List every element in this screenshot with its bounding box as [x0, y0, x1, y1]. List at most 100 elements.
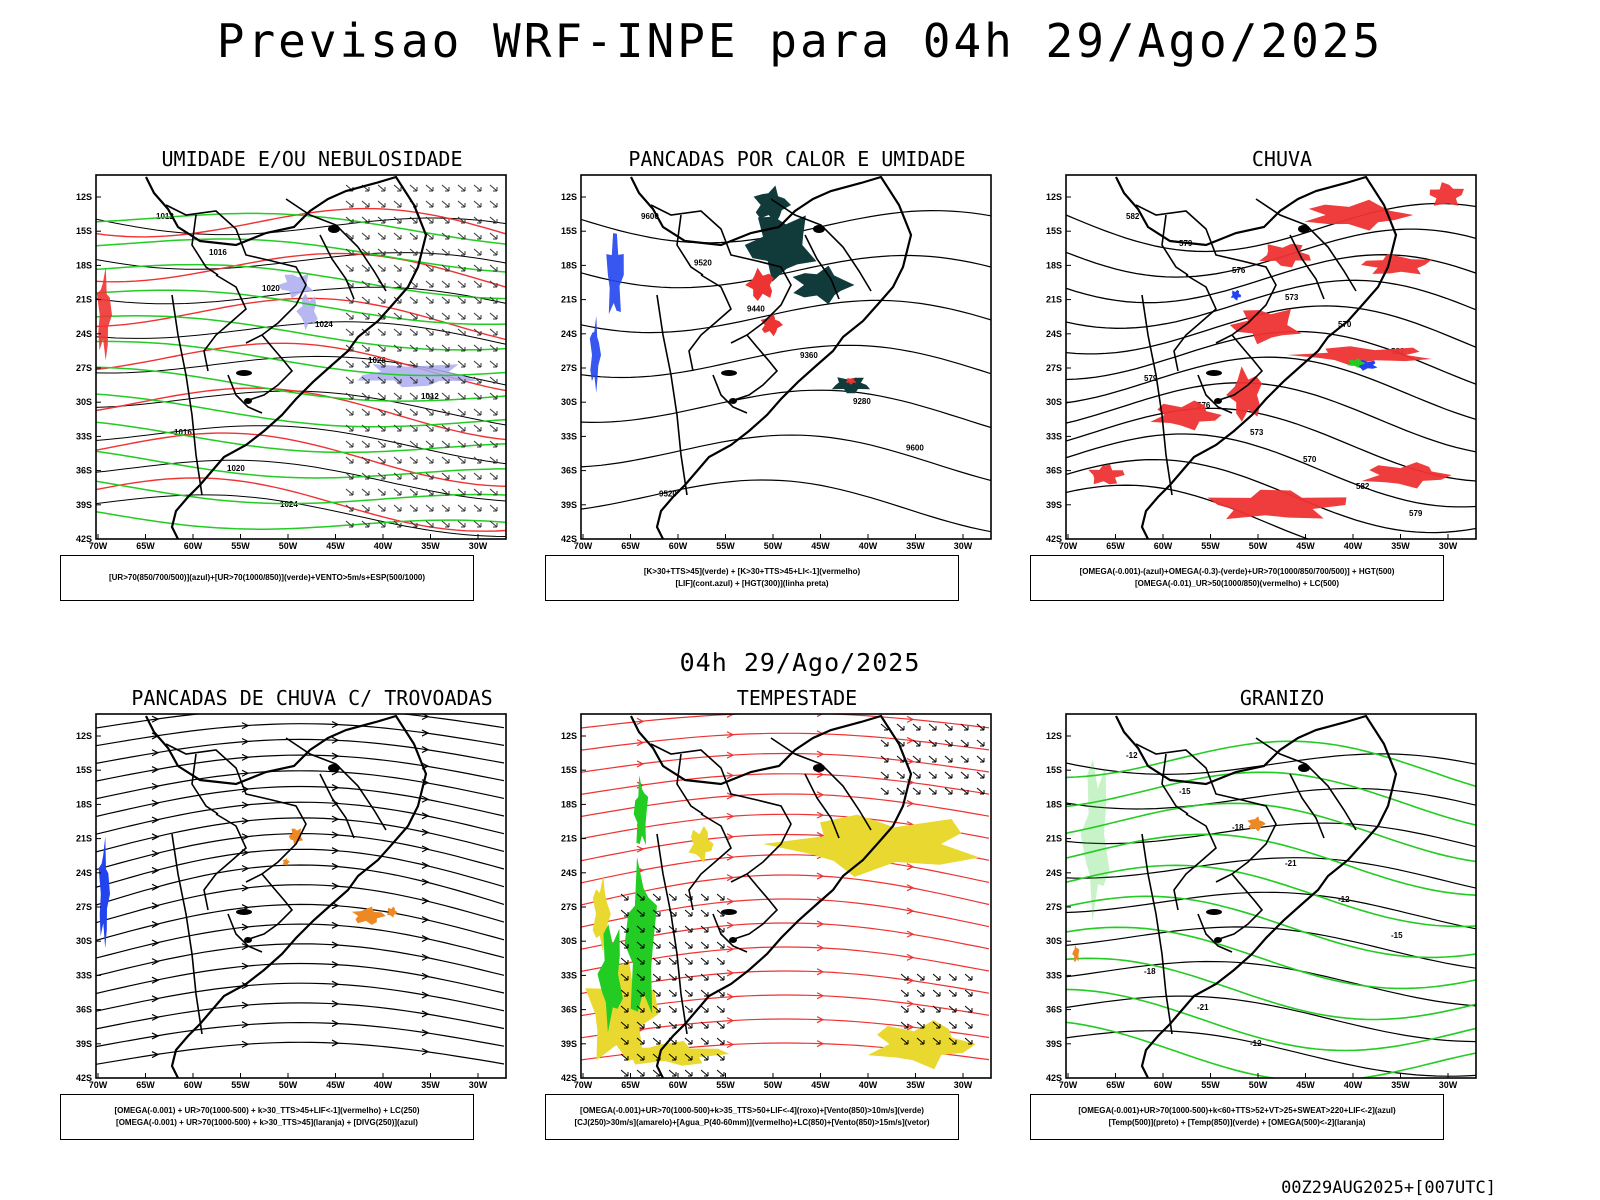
border-line	[1215, 334, 1264, 402]
wind-vector	[652, 1037, 661, 1045]
shaded-area	[1304, 199, 1414, 231]
wind-vector	[716, 1069, 725, 1077]
wind-vector	[700, 1021, 709, 1029]
wind-vector	[620, 973, 629, 981]
streamline-arrow	[331, 1019, 340, 1027]
wind-vector	[345, 424, 354, 432]
streamline	[96, 923, 505, 959]
wind-vector	[489, 392, 498, 400]
lat-label: 15S	[1046, 765, 1062, 775]
contour-line	[1066, 433, 1476, 508]
wind-vector	[345, 296, 354, 304]
wind-vector	[489, 264, 498, 272]
streamline-arrow	[906, 953, 915, 961]
lon-label: 45W	[1296, 541, 1315, 551]
streamline-arrow	[331, 720, 340, 729]
wind-vector	[916, 1021, 925, 1029]
wind-vector	[700, 973, 709, 981]
wind-vector	[361, 488, 370, 496]
contour-label: 9280	[853, 397, 871, 406]
streamline-arrow	[151, 833, 160, 841]
streamline-arrow	[151, 976, 160, 984]
map-layers: -12 -15 -18 -21 -12 -15 -18 -21 -12	[1066, 714, 1476, 1078]
wind-vector	[409, 328, 418, 336]
wind-vector	[457, 424, 466, 432]
wind-vector	[620, 925, 629, 933]
wind-vector	[441, 216, 450, 224]
wind-vector	[716, 957, 725, 965]
border-line	[712, 913, 748, 953]
wind-vector	[473, 504, 482, 512]
lon-label: 35W	[906, 1080, 925, 1090]
wind-vector	[345, 328, 354, 336]
lat-label: 18S	[561, 260, 577, 270]
border-line	[245, 334, 294, 402]
contour-line	[96, 459, 506, 502]
wind-vector	[425, 472, 434, 480]
lat-label: 18S	[76, 260, 92, 270]
wind-vector	[409, 344, 418, 352]
wind-vector	[964, 973, 973, 981]
wind-vector	[377, 408, 386, 416]
streamline-arrow	[151, 799, 160, 807]
wind-vector	[900, 989, 909, 997]
wind-vector	[700, 989, 709, 997]
lon-label: 70W	[1059, 541, 1078, 551]
lat-label: 36S	[76, 466, 92, 476]
wind-vector	[457, 184, 466, 192]
wind-vector	[489, 216, 498, 224]
wind-vector	[361, 216, 370, 224]
streamline-arrow	[636, 717, 645, 725]
streamline-arrow	[636, 845, 645, 853]
contour-label: 1024	[280, 500, 298, 509]
contour-line	[1066, 740, 1476, 788]
lon-label: 55W	[231, 541, 250, 551]
streamline-arrow	[151, 766, 160, 774]
wind-vector	[345, 264, 354, 272]
map-frame	[95, 174, 507, 540]
shaded-area	[288, 828, 304, 846]
wind-vector	[636, 1053, 645, 1061]
wind-vector	[409, 248, 418, 256]
wind-vector	[932, 1037, 941, 1045]
wind-vector	[716, 1021, 725, 1029]
wind-vector	[473, 424, 482, 432]
streamline-arrow	[421, 935, 430, 943]
lat-label: 12S	[561, 192, 577, 202]
wind-vector	[880, 739, 889, 747]
lon-label: 60W	[184, 541, 203, 551]
wind-vector	[636, 973, 645, 981]
wind-vector	[441, 232, 450, 240]
wind-vector	[932, 1021, 941, 1029]
wind-vector	[976, 787, 985, 795]
streamline-arrow	[331, 980, 340, 988]
lat-label: 24S	[1046, 329, 1062, 339]
contour-label: -21	[1197, 1003, 1209, 1012]
wind-vector	[377, 248, 386, 256]
wind-vector	[441, 440, 450, 448]
lake	[1206, 909, 1222, 915]
streamline-arrow	[816, 791, 825, 799]
panel-chuva: CHUVA 5825795765735705825795765735705825…	[1030, 147, 1532, 627]
wind-vector	[345, 472, 354, 480]
lon-label: 35W	[1391, 1080, 1410, 1090]
lon-label: 65W	[1106, 1080, 1125, 1090]
lat-label: 27S	[561, 363, 577, 373]
wind-vector	[976, 755, 985, 763]
wind-vector	[489, 408, 498, 416]
wind-vector	[928, 739, 937, 747]
border-line	[1255, 198, 1357, 292]
border-line	[730, 334, 779, 402]
border-line	[1135, 743, 1277, 883]
wind-vector	[377, 232, 386, 240]
shaded-area	[1361, 253, 1432, 275]
lon-label: 30W	[954, 1080, 973, 1090]
wind-vector	[441, 376, 450, 384]
border-line	[688, 813, 732, 911]
wind-vector	[976, 771, 985, 779]
streamline	[96, 1002, 505, 1030]
wind-vector	[393, 184, 402, 192]
wind-vector	[457, 360, 466, 368]
wind-vector	[684, 1053, 693, 1061]
wind-vector	[912, 723, 921, 731]
